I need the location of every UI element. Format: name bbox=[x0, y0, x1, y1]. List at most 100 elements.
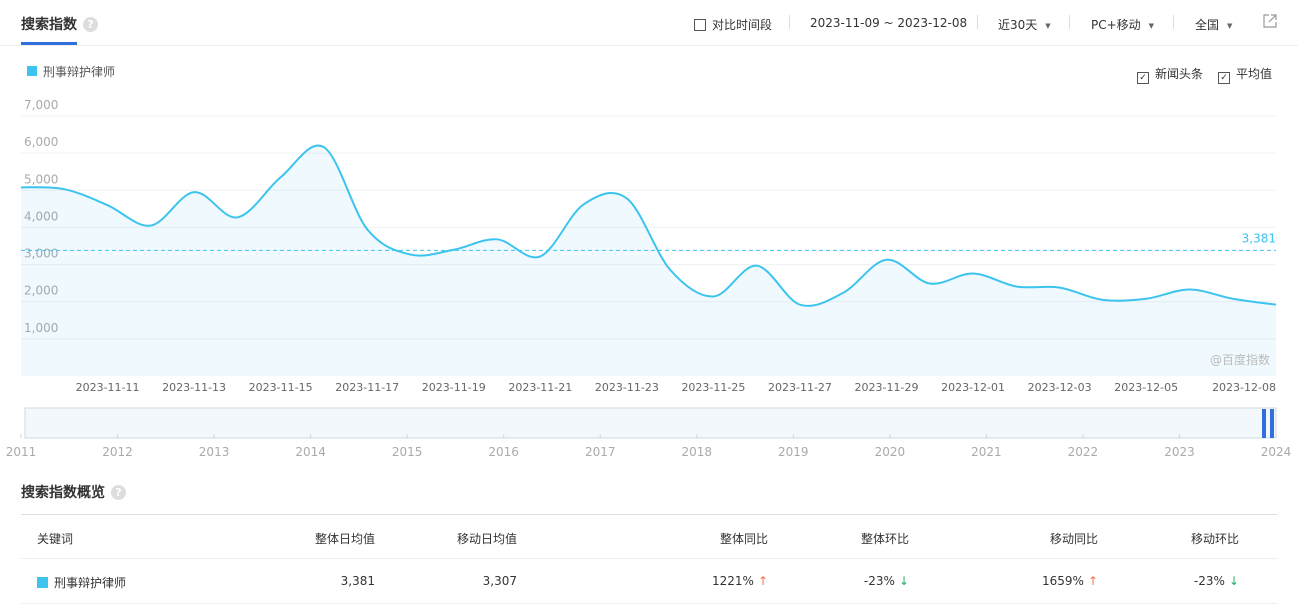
table-cell: 3,307 bbox=[483, 574, 517, 588]
table-header-text: 移动日均值 bbox=[456, 532, 517, 546]
navigator-label: 2020 bbox=[875, 445, 906, 459]
table-cell-text: 1659% bbox=[1041, 574, 1084, 588]
compare-toggle[interactable]: 对比时间段 bbox=[694, 16, 772, 33]
separator bbox=[1069, 15, 1070, 29]
x-tick-label: 2023-11-19 bbox=[422, 381, 486, 394]
y-tick-label: 1,000 bbox=[24, 321, 58, 335]
swatch bbox=[37, 577, 48, 588]
legend-swatch bbox=[27, 66, 37, 76]
table-header-text: 整体同比 bbox=[719, 532, 768, 546]
x-tick-label: 2023-12-08 bbox=[1212, 381, 1276, 394]
trend-arrow: ↓ bbox=[1228, 574, 1239, 588]
checkbox[interactable]: ✓ bbox=[1137, 72, 1149, 84]
navigator-label: 2019 bbox=[778, 445, 809, 459]
table-cell: 刑事辩护律师 bbox=[37, 574, 126, 591]
separator bbox=[1173, 15, 1174, 29]
area bbox=[21, 145, 1276, 376]
table-header: 移动日均值 bbox=[457, 530, 517, 547]
navigator-label: 2014 bbox=[295, 445, 326, 459]
table-header-text: 整体日均值 bbox=[314, 532, 375, 546]
navigator-label: 2015 bbox=[392, 445, 423, 459]
table-cell: 1221% ↑ bbox=[712, 574, 768, 588]
navigator-label: 2022 bbox=[1068, 445, 1099, 459]
line bbox=[20, 144, 1277, 307]
checkbox[interactable] bbox=[694, 19, 706, 31]
device-label: PC+移动 bbox=[1091, 18, 1141, 32]
tab-title[interactable]: 搜索指数? bbox=[21, 14, 98, 34]
period-select[interactable]: 近30天 ▼ bbox=[998, 18, 1051, 32]
help-icon[interactable]: ? bbox=[83, 17, 98, 32]
table-header: 整体环比 bbox=[861, 530, 909, 547]
y-tick-label: 6,000 bbox=[24, 135, 58, 149]
news-toggle[interactable]: ✓ 新闻头条 bbox=[1137, 65, 1203, 84]
table-header: 移动环比 bbox=[1191, 530, 1239, 547]
x-tick-label: 2023-11-13 bbox=[162, 381, 226, 394]
overview-title-text: 搜索指数概览 bbox=[21, 485, 105, 501]
x-tick-label: 2023-11-23 bbox=[595, 381, 659, 394]
period-label: 近30天 bbox=[998, 18, 1038, 32]
y-tick-label: 4,000 bbox=[24, 209, 58, 223]
navigator-label: 2011 bbox=[6, 445, 37, 459]
help-icon[interactable]: ? bbox=[111, 485, 126, 500]
navigator-handle[interactable] bbox=[1262, 409, 1266, 438]
x-tick-label: 2023-11-29 bbox=[855, 381, 919, 394]
x-tick-label: 2023-12-03 bbox=[1028, 381, 1092, 394]
table-header-text: 移动环比 bbox=[1190, 532, 1239, 546]
table-border bbox=[21, 514, 1277, 515]
y-tick-label: 7,000 bbox=[24, 98, 58, 112]
table-cell-text: 3,381 bbox=[340, 574, 375, 588]
device-select[interactable]: PC+移动 ▼ bbox=[1091, 18, 1155, 32]
navigator-label: 2012 bbox=[102, 445, 133, 459]
news-label: 新闻头条 bbox=[1155, 67, 1204, 81]
x-tick-label: 2023-11-21 bbox=[508, 381, 572, 394]
legend-label[interactable]: 刑事辩护律师 bbox=[43, 65, 116, 79]
table-border bbox=[21, 603, 1277, 604]
table-cell-text: 3,307 bbox=[482, 574, 517, 588]
navigator-label: 2023 bbox=[1164, 445, 1195, 459]
table-cell-text: 1221% bbox=[711, 574, 754, 588]
y-tick-label: 5,000 bbox=[24, 172, 58, 186]
navigator-handle[interactable] bbox=[1270, 409, 1274, 438]
navigator-label: 2017 bbox=[585, 445, 616, 459]
table-cell: 3,381 bbox=[341, 574, 375, 588]
average-toggle[interactable]: ✓ 平均值 bbox=[1218, 65, 1272, 84]
overview-title: 搜索指数概览? bbox=[21, 482, 126, 502]
x-tick-label: 2023-11-15 bbox=[249, 381, 313, 394]
x-tick-label: 2023-11-11 bbox=[76, 381, 140, 394]
navigator-label: 2016 bbox=[488, 445, 519, 459]
table-header-text: 关键词 bbox=[37, 532, 74, 546]
table-cell: -23% ↓ bbox=[864, 574, 909, 588]
table-header: 整体日均值 bbox=[315, 530, 375, 547]
trend-arrow: ↑ bbox=[757, 574, 768, 588]
region-select[interactable]: 全国 ▼ bbox=[1195, 18, 1233, 32]
compare-label: 对比时间段 bbox=[712, 18, 773, 32]
x-tick-label: 2023-11-25 bbox=[681, 381, 745, 394]
navigator bbox=[24, 407, 1277, 439]
region-label: 全国 bbox=[1195, 18, 1220, 32]
separator bbox=[977, 15, 978, 29]
x-tick-label: 2023-11-27 bbox=[768, 381, 832, 394]
average-label: 3,381 bbox=[1242, 231, 1276, 245]
checkbox[interactable]: ✓ bbox=[1218, 72, 1230, 84]
trend-arrow: ↓ bbox=[898, 574, 909, 588]
average-label: 平均值 bbox=[1236, 67, 1273, 81]
watermark: @百度指数 bbox=[1210, 352, 1270, 367]
x-tick-label: 2023-12-05 bbox=[1114, 381, 1178, 394]
chart: 1,0002,0003,0004,0005,0006,0007,0003,381… bbox=[6, 96, 1291, 459]
table-cell: -23% ↓ bbox=[1194, 574, 1239, 588]
table-header: 整体同比 bbox=[720, 530, 768, 547]
export-icon[interactable] bbox=[1263, 14, 1277, 28]
y-tick-label: 2,000 bbox=[24, 284, 58, 298]
table-header-text: 整体环比 bbox=[860, 532, 909, 546]
table-cell: 1659% ↑ bbox=[1042, 574, 1098, 588]
table-cell-text: 刑事辩护律师 bbox=[54, 576, 127, 590]
date-range[interactable]: 2023-11-09 ~ 2023-12-08 bbox=[810, 16, 968, 30]
tab-title-text: 搜索指数 bbox=[21, 17, 77, 33]
x-tick-label: 2023-11-17 bbox=[335, 381, 399, 394]
tab-underline bbox=[21, 42, 77, 45]
trend-arrow: ↑ bbox=[1087, 574, 1098, 588]
separator bbox=[789, 15, 790, 29]
navigator-label: 2018 bbox=[681, 445, 712, 459]
navigator-label: 2021 bbox=[971, 445, 1002, 459]
